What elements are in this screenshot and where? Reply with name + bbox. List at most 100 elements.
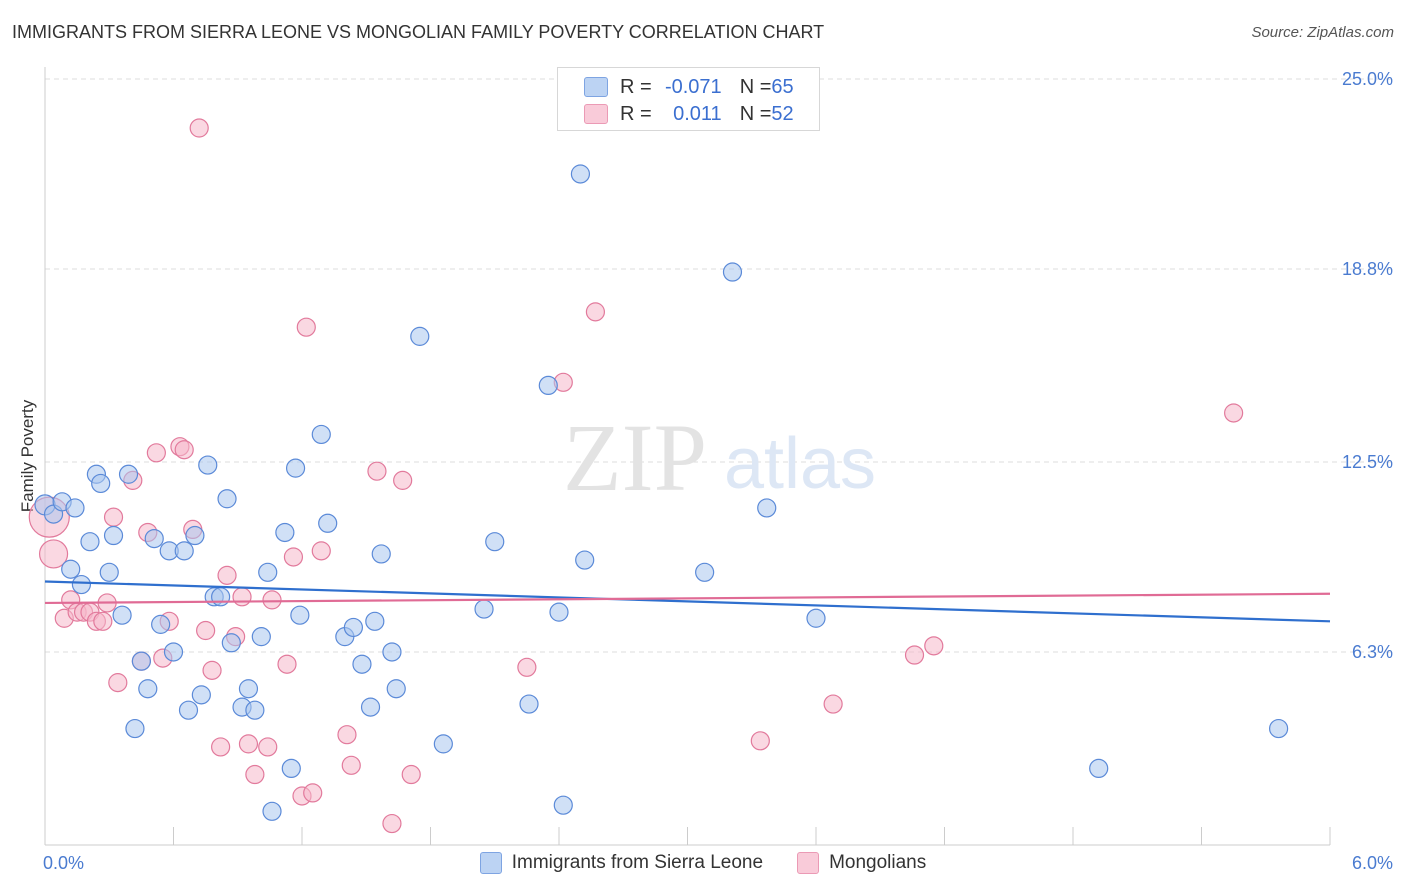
correlation-legend: R = -0.071 N = 65 R = 0.011 N = 52: [557, 67, 820, 131]
data-point: [585, 302, 606, 322]
data-point: [341, 755, 361, 775]
data-point: [251, 627, 271, 647]
data-point: [365, 611, 385, 631]
r-label: R =: [620, 102, 652, 125]
y-tick-label: 6.3%: [1352, 642, 1393, 662]
n-label: N =: [739, 75, 772, 98]
y-tick-label: 12.5%: [1342, 452, 1393, 472]
data-point: [485, 532, 505, 552]
data-point: [38, 539, 69, 569]
data-point: [217, 565, 237, 585]
data-point: [296, 317, 316, 337]
data-point: [146, 443, 166, 463]
legend-row-sierra-leone: R = -0.071 N = 65: [584, 74, 794, 100]
data-point: [202, 660, 222, 680]
series-sierra-leone: [34, 164, 1289, 821]
data-point: [91, 473, 111, 494]
data-point: [131, 651, 151, 671]
data-point: [103, 525, 124, 546]
data-point: [318, 513, 338, 533]
legend-item-sierra-leone[interactable]: Immigrants from Sierra Leone: [479, 852, 764, 874]
data-point: [823, 694, 843, 714]
data-point: [245, 700, 265, 720]
data-point: [174, 541, 194, 561]
data-point: [112, 605, 132, 625]
data-point: [382, 813, 402, 834]
data-point: [757, 498, 777, 518]
legend-swatch-pink: [584, 104, 608, 124]
data-point: [221, 633, 241, 653]
n-value: 65: [771, 75, 794, 98]
watermark: ZIP atlas: [563, 404, 876, 511]
legend-swatch-pink: [797, 852, 820, 874]
data-point: [262, 801, 282, 821]
data-point: [371, 544, 391, 564]
data-point: [367, 461, 387, 481]
data-point: [138, 679, 158, 699]
grid: [45, 78, 1395, 653]
y-tick-label: 18.8%: [1342, 259, 1393, 279]
trend-line: [44, 580, 1331, 623]
data-point: [163, 642, 184, 662]
legend-row-mongolians: R = 0.011 N = 52: [584, 101, 794, 127]
data-point: [281, 758, 301, 779]
data-point: [178, 700, 199, 720]
data-point: [401, 764, 421, 785]
data-point: [118, 464, 139, 484]
data-point: [258, 562, 278, 582]
legend-label: Mongolians: [829, 852, 927, 873]
data-point: [196, 620, 216, 641]
data-point: [382, 642, 402, 662]
data-point: [144, 528, 164, 549]
data-point: [238, 679, 259, 699]
data-point: [103, 507, 124, 527]
data-point: [65, 498, 85, 518]
data-point: [99, 562, 119, 582]
n-value: 52: [771, 102, 794, 125]
data-point: [311, 541, 331, 561]
trend-lines: [44, 580, 1331, 623]
data-point: [258, 737, 278, 757]
n-label: N =: [739, 102, 772, 125]
data-point: [191, 685, 211, 705]
y-tick-label: 25.0%: [1342, 69, 1393, 89]
data-point: [211, 587, 231, 607]
data-point: [71, 574, 92, 595]
data-point: [337, 725, 357, 745]
watermark-atlas: atlas: [724, 424, 876, 504]
data-point: [125, 718, 145, 739]
data-point: [189, 118, 209, 138]
data-point: [232, 587, 252, 607]
data-point: [410, 326, 430, 346]
data-point: [695, 562, 715, 582]
chart-title: IMMIGRANTS FROM SIERRA LEONE VS MONGOLIA…: [12, 22, 825, 42]
data-point: [283, 547, 304, 567]
x-tick-label-max: 6.0%: [1352, 853, 1393, 873]
data-point: [262, 590, 282, 610]
data-point: [1224, 403, 1244, 423]
data-point: [904, 645, 925, 665]
data-point: [538, 375, 558, 395]
x-tick-label-min: 0.0%: [43, 853, 84, 873]
watermark-zip: ZIP: [563, 404, 707, 511]
data-point: [290, 605, 310, 625]
trend-line: [44, 592, 1331, 605]
data-point: [553, 795, 573, 815]
data-point: [185, 525, 205, 546]
data-point: [275, 522, 295, 543]
data-point: [198, 455, 218, 475]
data-point: [433, 734, 453, 754]
source-label: Source: ZipAtlas.com: [1251, 24, 1394, 41]
data-point: [393, 470, 413, 490]
legend-item-mongolians[interactable]: Mongolians: [797, 852, 926, 874]
tick-labels: 6.3% 12.5% 18.8% 25.0% 0.0% 6.0%: [43, 69, 1393, 873]
data-point: [80, 532, 100, 552]
legend-swatch-blue: [584, 77, 608, 97]
data-point: [924, 636, 944, 656]
legend-swatch-blue: [479, 852, 502, 874]
data-point: [217, 489, 237, 509]
legend-label: Immigrants from Sierra Leone: [511, 852, 764, 873]
data-point: [303, 783, 323, 803]
data-point: [311, 424, 331, 445]
